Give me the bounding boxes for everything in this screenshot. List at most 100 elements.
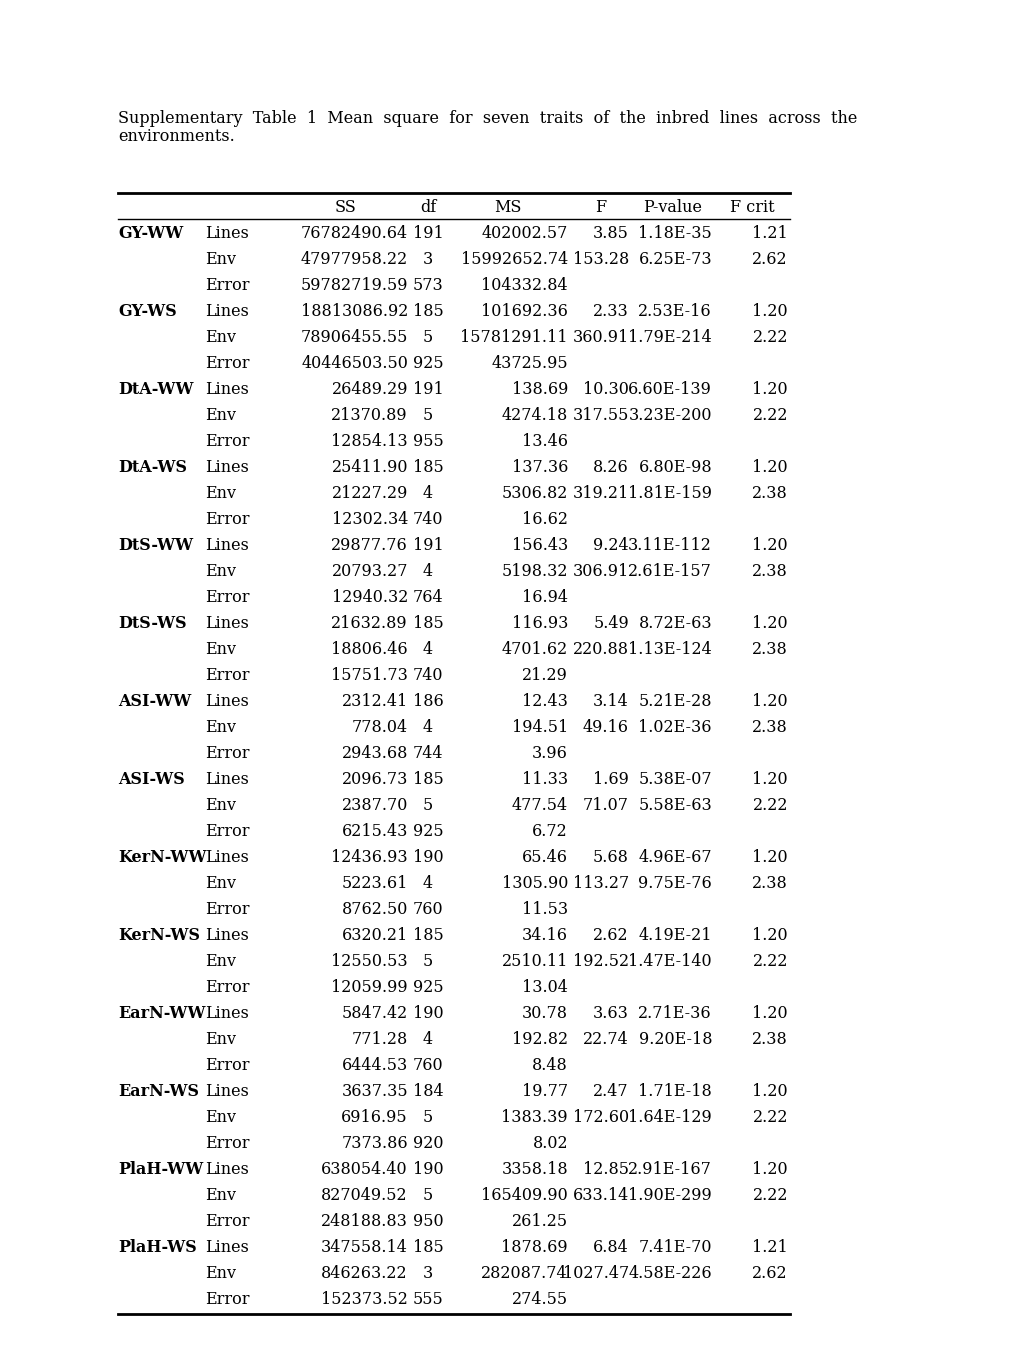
Text: Error: Error: [205, 510, 250, 528]
Text: 4: 4: [423, 563, 433, 580]
Text: 12854.13: 12854.13: [331, 433, 408, 449]
Text: Env: Env: [205, 641, 235, 657]
Text: 1.02E-36: 1.02E-36: [638, 719, 711, 736]
Text: 5.21E-28: 5.21E-28: [638, 693, 711, 710]
Text: 13.04: 13.04: [522, 979, 568, 996]
Text: Error: Error: [205, 433, 250, 449]
Text: 172.60: 172.60: [573, 1109, 629, 1126]
Text: ASI-WW: ASI-WW: [118, 693, 192, 710]
Text: 2.38: 2.38: [752, 563, 788, 580]
Text: 4: 4: [423, 875, 433, 891]
Text: 5.68: 5.68: [592, 849, 629, 866]
Text: Env: Env: [205, 875, 235, 891]
Text: 5: 5: [423, 796, 433, 814]
Text: 78906455.55: 78906455.55: [301, 329, 408, 346]
Text: 7.41E-70: 7.41E-70: [638, 1239, 711, 1256]
Text: 12.43: 12.43: [522, 693, 568, 710]
Text: 185: 185: [413, 302, 443, 320]
Text: Error: Error: [205, 667, 250, 683]
Text: 6.72: 6.72: [532, 823, 568, 840]
Text: 638054.40: 638054.40: [321, 1161, 408, 1177]
Text: 29877.76: 29877.76: [331, 536, 408, 554]
Text: Lines: Lines: [205, 459, 249, 476]
Text: 760: 760: [413, 901, 443, 917]
Text: Error: Error: [205, 355, 250, 372]
Text: 5: 5: [423, 1187, 433, 1203]
Text: 16.94: 16.94: [522, 589, 568, 606]
Text: 1.20: 1.20: [752, 1083, 788, 1100]
Text: 190: 190: [413, 849, 443, 866]
Text: 1.20: 1.20: [752, 302, 788, 320]
Text: 165409.90: 165409.90: [481, 1187, 568, 1203]
Text: 2.22: 2.22: [752, 407, 788, 423]
Text: 2.62: 2.62: [752, 1264, 788, 1282]
Text: 15751.73: 15751.73: [331, 667, 408, 683]
Text: 8.26: 8.26: [593, 459, 629, 476]
Text: 925: 925: [413, 823, 443, 840]
Text: 5: 5: [423, 953, 433, 970]
Text: 101692.36: 101692.36: [481, 302, 568, 320]
Text: Lines: Lines: [205, 1004, 249, 1022]
Text: 1.20: 1.20: [752, 1004, 788, 1022]
Text: 5: 5: [423, 1109, 433, 1126]
Text: 2.22: 2.22: [752, 1109, 788, 1126]
Text: Supplementary  Table  1  Mean  square  for  seven  traits  of  the  inbred  line: Supplementary Table 1 Mean square for se…: [118, 110, 857, 127]
Text: 1.64E-129: 1.64E-129: [628, 1109, 711, 1126]
Text: 5: 5: [423, 407, 433, 423]
Text: 6916.95: 6916.95: [341, 1109, 408, 1126]
Text: Env: Env: [205, 1109, 235, 1126]
Text: 18806.46: 18806.46: [331, 641, 408, 657]
Text: Env: Env: [205, 796, 235, 814]
Text: 1.81E-159: 1.81E-159: [628, 485, 711, 502]
Text: 2.61E-157: 2.61E-157: [628, 563, 711, 580]
Text: 185: 185: [413, 1239, 443, 1256]
Text: 1.20: 1.20: [752, 459, 788, 476]
Text: 1.13E-124: 1.13E-124: [628, 641, 711, 657]
Text: 8762.50: 8762.50: [341, 901, 408, 917]
Text: 16.62: 16.62: [522, 510, 568, 528]
Text: 925: 925: [413, 979, 443, 996]
Text: 950: 950: [413, 1213, 443, 1230]
Text: 3.23E-200: 3.23E-200: [628, 407, 711, 423]
Text: 1.90E-299: 1.90E-299: [628, 1187, 711, 1203]
Text: 5306.82: 5306.82: [501, 485, 568, 502]
Text: 4.58E-226: 4.58E-226: [628, 1264, 711, 1282]
Text: 846263.22: 846263.22: [321, 1264, 408, 1282]
Text: 190: 190: [413, 1004, 443, 1022]
Text: 1.47E-140: 1.47E-140: [628, 953, 711, 970]
Text: 282087.74: 282087.74: [481, 1264, 568, 1282]
Text: 220.88: 220.88: [573, 641, 629, 657]
Text: 477.54: 477.54: [512, 796, 568, 814]
Text: 3637.35: 3637.35: [341, 1083, 408, 1100]
Text: 1.20: 1.20: [752, 849, 788, 866]
Text: F: F: [594, 199, 605, 216]
Text: 771.28: 771.28: [352, 1030, 408, 1048]
Text: 5223.61: 5223.61: [341, 875, 408, 891]
Text: 191: 191: [413, 536, 443, 554]
Text: 5198.32: 5198.32: [501, 563, 568, 580]
Text: 21227.29: 21227.29: [331, 485, 408, 502]
Text: 1.18E-35: 1.18E-35: [638, 225, 711, 242]
Text: 1.20: 1.20: [752, 1161, 788, 1177]
Text: 113.27: 113.27: [573, 875, 629, 891]
Text: 2943.68: 2943.68: [341, 744, 408, 762]
Text: 4274.18: 4274.18: [501, 407, 568, 423]
Text: 764: 764: [413, 589, 443, 606]
Text: 347558.14: 347558.14: [321, 1239, 408, 1256]
Text: 4: 4: [423, 719, 433, 736]
Text: 5: 5: [423, 329, 433, 346]
Text: 3.11E-112: 3.11E-112: [628, 536, 711, 554]
Text: 116.93: 116.93: [512, 615, 568, 632]
Text: DtA-WW: DtA-WW: [118, 381, 194, 397]
Text: Error: Error: [205, 1213, 250, 1230]
Text: 1.71E-18: 1.71E-18: [638, 1083, 711, 1100]
Text: 11.33: 11.33: [522, 770, 568, 788]
Text: 18813086.92: 18813086.92: [301, 302, 408, 320]
Text: 59782719.59: 59782719.59: [301, 276, 408, 294]
Text: GY-WW: GY-WW: [118, 225, 183, 242]
Text: Lines: Lines: [205, 693, 249, 710]
Text: 1.20: 1.20: [752, 693, 788, 710]
Text: 40446503.50: 40446503.50: [301, 355, 408, 372]
Text: 185: 185: [413, 459, 443, 476]
Text: 4: 4: [423, 1030, 433, 1048]
